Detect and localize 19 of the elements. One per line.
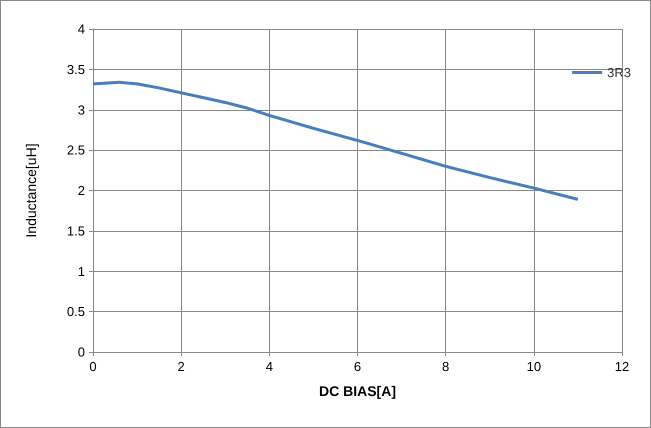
x-tick-label: 10 [526, 359, 542, 374]
line-series [92, 80, 580, 201]
y-tick-label: 1.5 [66, 223, 85, 238]
y-tick-label: 3 [78, 102, 85, 118]
x-tick-label: 4 [266, 359, 273, 374]
y-tick-label: 2.5 [66, 142, 85, 158]
y-tick-label: 2 [78, 183, 85, 198]
x-tick-label: 0 [89, 359, 97, 374]
y-tick-label: 1 [78, 264, 85, 279]
y-tick-label: 0 [78, 344, 85, 360]
x-tick-label: 12 [614, 359, 630, 374]
x-tick-label: 8 [442, 359, 450, 374]
x-axis-title: DC BIAS[A] [319, 383, 396, 399]
y-tick-label: 0.5 [66, 304, 85, 320]
y-tick-label: 3.5 [66, 62, 85, 77]
x-tick-label: 6 [354, 359, 362, 374]
x-tick-label: 2 [178, 359, 185, 374]
y-tick-label: 4 [78, 22, 85, 36]
y-axis-title: Inductance[uH] [23, 143, 39, 238]
